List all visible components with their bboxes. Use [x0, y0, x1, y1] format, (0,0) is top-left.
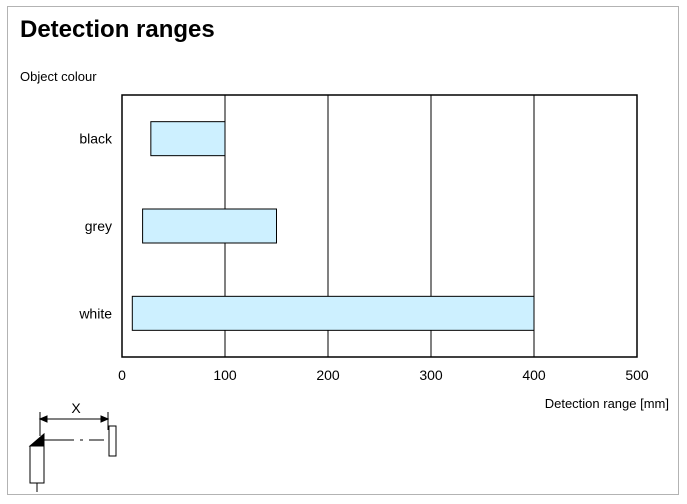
- bars: [131, 121, 535, 331]
- x-axis-label: Detection range [mm]: [544, 396, 669, 411]
- sensor-diagram: [28, 412, 117, 492]
- sensor-head-icon: [28, 432, 45, 447]
- x-tick-label: 400: [522, 367, 546, 383]
- plot-area-border: [121, 94, 638, 358]
- y-axis-label: Object colour: [20, 69, 97, 84]
- x-tick-label: 300: [419, 367, 443, 383]
- dimension-arrow-left-icon: [38, 415, 48, 423]
- bar-black: [150, 121, 226, 157]
- sensor-body-icon: [29, 445, 45, 484]
- chart-title: Detection ranges: [20, 16, 215, 43]
- target-object-icon: [108, 425, 117, 457]
- dimension-arrow-right-icon: [100, 415, 110, 423]
- x-tick-label: 500: [625, 367, 649, 383]
- category-label: white: [78, 305, 112, 321]
- bar-grey: [142, 208, 277, 244]
- category-label: grey: [85, 218, 112, 234]
- category-labels: black grey white: [78, 131, 113, 322]
- bar-white: [131, 295, 535, 331]
- distance-label: X: [71, 400, 81, 416]
- x-tick-label: 200: [316, 367, 340, 383]
- x-tick-labels: 0 100 200 300 400 500: [118, 367, 649, 383]
- x-tick-label: 0: [118, 367, 126, 383]
- category-label: black: [79, 131, 113, 147]
- figure-frame: [7, 6, 679, 495]
- x-tick-label: 100: [213, 367, 237, 383]
